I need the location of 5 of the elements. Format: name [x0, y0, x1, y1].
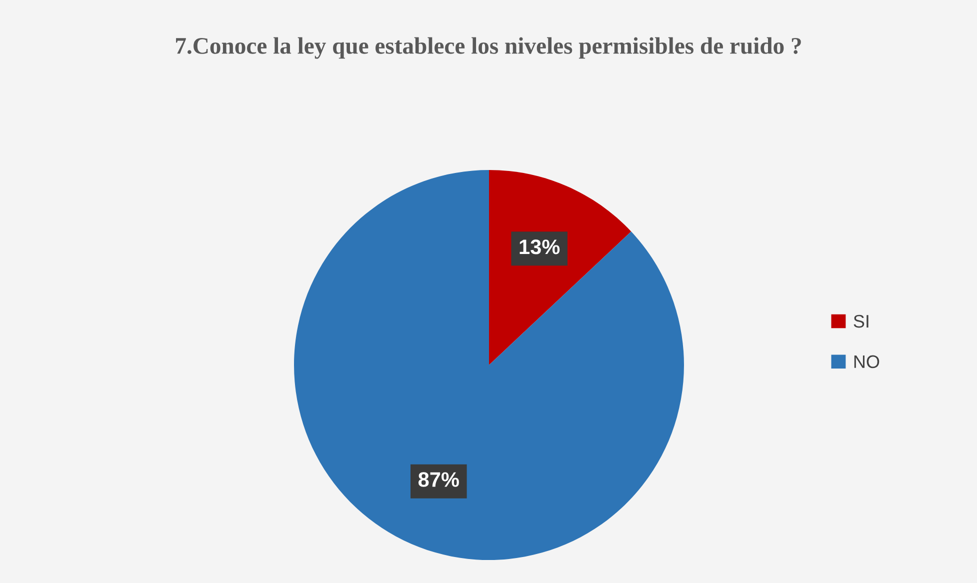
data-label: 13%: [520, 240, 560, 254]
chart-title: 7.Conoce la ley que establece los niveles permisibles de ruido ?: [176, 37, 801, 59]
legend-label: NO: [854, 355, 880, 368]
data-label: 87%: [418, 472, 459, 487]
legend-label: SI: [854, 314, 868, 328]
